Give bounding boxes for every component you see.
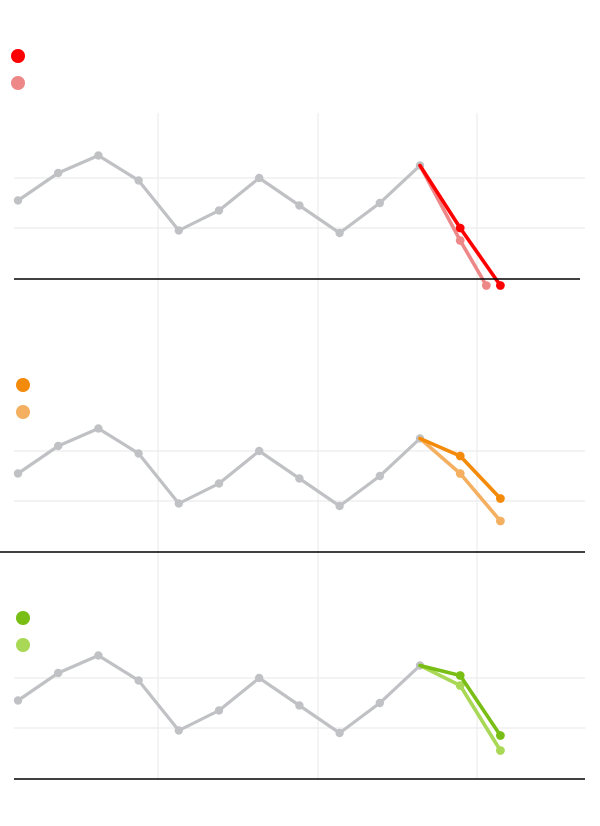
history-line [16, 426, 422, 508]
history-point [255, 173, 264, 183]
series-2-point [496, 516, 505, 526]
history-point [134, 176, 143, 185]
history-point [335, 501, 344, 511]
series-1-point [496, 494, 505, 503]
history-line [16, 653, 422, 735]
series-2-point [455, 469, 465, 478]
history-point [335, 728, 344, 738]
history-point [295, 701, 304, 710]
chart-panel-orange [0, 378, 585, 553]
series-1-point [455, 223, 465, 233]
history-point [375, 198, 384, 208]
history-point [214, 479, 224, 488]
series-1-point [496, 281, 505, 290]
series-2-point [496, 746, 505, 755]
history-point [94, 151, 103, 160]
history-point [94, 651, 103, 660]
legend-marker-2 [11, 76, 25, 90]
history-point [295, 201, 304, 210]
history-point [174, 499, 183, 508]
history-point [13, 469, 23, 478]
history-point [54, 168, 63, 178]
history-point [295, 474, 304, 483]
series-1-point [455, 671, 465, 680]
history-point [134, 449, 143, 458]
series-2-point [455, 236, 465, 245]
history-point [255, 673, 264, 683]
history-point [54, 441, 63, 451]
series-2-point [455, 681, 465, 690]
history-point [174, 726, 183, 735]
legend-marker-1 [11, 49, 25, 63]
legend-marker-2 [16, 405, 30, 419]
history-point [375, 698, 384, 708]
series-1-point [496, 731, 505, 740]
legend-marker-1 [16, 378, 30, 392]
vertical-grid [157, 113, 478, 779]
history-point [214, 206, 224, 215]
history-point [13, 696, 23, 705]
history-line [16, 153, 422, 235]
chart-panel-red [11, 49, 585, 290]
series-1-point [455, 451, 465, 461]
history-point [255, 446, 264, 456]
history-point [214, 706, 224, 715]
history-point [174, 226, 183, 235]
legend-marker-1 [16, 611, 30, 625]
history-point [375, 471, 384, 481]
history-point [54, 668, 63, 678]
history-point [335, 228, 344, 238]
legend-marker-2 [16, 638, 30, 652]
history-point [134, 676, 143, 685]
chart-panel-green [13, 611, 585, 780]
history-point [94, 424, 103, 433]
series-2-point [481, 281, 491, 290]
history-point [13, 196, 23, 205]
